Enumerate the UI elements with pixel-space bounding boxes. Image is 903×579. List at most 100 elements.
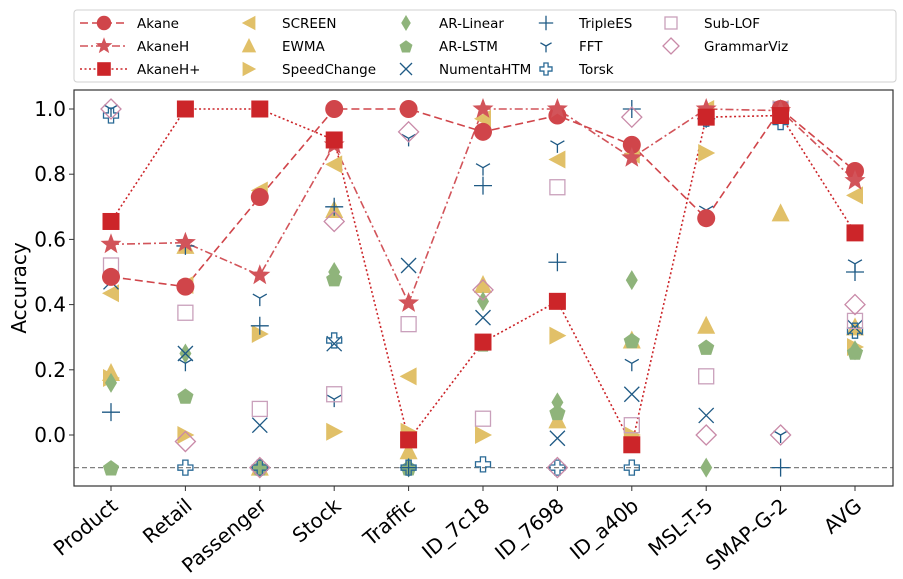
legend-marker: [242, 61, 257, 77]
data-point: [474, 410, 492, 427]
data-point-stroke: [399, 458, 418, 477]
data-point: [400, 459, 417, 476]
data-point: [771, 203, 790, 222]
data-point: [248, 456, 271, 479]
y-axis-label: Accuracy: [7, 242, 31, 333]
data-point: [102, 460, 120, 476]
data-point-stroke: [624, 358, 640, 372]
data-point: [623, 333, 640, 349]
data-point: [102, 267, 120, 286]
legend-label: AR-LSTM: [439, 39, 498, 55]
data-point: [622, 100, 641, 118]
data-point-stroke: [103, 104, 119, 117]
data-point: [624, 358, 640, 372]
legend-marker-stroke: [540, 42, 552, 53]
y-tick-label: 0.8: [34, 162, 66, 186]
legend-marker: [538, 15, 554, 31]
data-point: [326, 271, 343, 287]
data-point-stroke: [847, 259, 863, 272]
legend-item: Torsk: [539, 62, 614, 78]
data-point: [325, 131, 343, 149]
series-speedchange: [103, 100, 864, 444]
data-point: [844, 293, 866, 316]
data-point: [326, 394, 342, 408]
legend-item: GrammarViz: [662, 37, 788, 55]
data-point-stroke: [252, 293, 268, 307]
x-tick-label: SMAP-G-2: [701, 493, 792, 575]
data-point: [771, 458, 790, 477]
data-point: [769, 424, 792, 446]
data-point: [174, 430, 197, 453]
data-point-stroke: [326, 394, 342, 408]
data-point-stroke: [400, 257, 417, 274]
series-sub-lof: [102, 100, 864, 434]
data-point-stroke: [771, 458, 790, 477]
legend-label: FFT: [579, 39, 603, 55]
data-point: [846, 317, 864, 336]
y-tick-label: 0.2: [34, 358, 66, 382]
data-point: [252, 293, 268, 307]
data-point: [700, 457, 713, 478]
legend-box: [73, 9, 897, 83]
legend-marker: [95, 37, 113, 54]
data-point-stroke: [550, 140, 565, 153]
data-point: [176, 277, 195, 296]
data-point-stroke: [549, 430, 566, 447]
data-point: [250, 188, 269, 207]
data-point: [475, 309, 491, 326]
data-point: [103, 104, 119, 117]
legend-label: AkaneH: [137, 39, 189, 55]
data-point: [546, 98, 568, 118]
legend-marker: [540, 42, 552, 53]
data-point: [846, 224, 864, 242]
data-point-stroke: [250, 316, 269, 335]
legend-item: Akane: [80, 15, 179, 32]
data-point: [549, 404, 566, 421]
data-point: [622, 135, 641, 154]
legend: Akane AkaneH AkaneH+ SCREEN EWMA SpeedChange A…: [73, 9, 897, 83]
data-point: [773, 430, 788, 443]
legend-label: SpeedChange: [282, 62, 376, 78]
data-point: [548, 292, 566, 310]
legend-label: TripleES: [578, 16, 632, 32]
data-point: [177, 388, 194, 404]
data-point: [625, 270, 638, 291]
data-point: [400, 257, 417, 274]
legend-marker: [662, 37, 680, 55]
data-point-stroke: [475, 309, 491, 326]
legend-item: SpeedChange: [242, 61, 376, 78]
data-point: [697, 315, 716, 334]
data-point: [623, 436, 641, 454]
data-point: [251, 417, 268, 434]
data-point: [174, 231, 196, 252]
legend-item: AkaneH: [80, 37, 189, 55]
data-point-stroke: [102, 403, 120, 422]
legend-marker: [241, 15, 256, 31]
data-point: [472, 279, 494, 301]
data-point: [326, 335, 343, 352]
data-point-stroke: [177, 345, 194, 362]
data-point: [176, 100, 194, 118]
data-point: [325, 100, 344, 118]
data-point-stroke: [251, 417, 268, 434]
x-tick-label: MSL-T-5: [643, 493, 717, 561]
x-tick-label: ID_7c18: [417, 493, 494, 563]
data-point: [177, 459, 194, 476]
data-point: [177, 304, 194, 321]
legend-marker-stroke: [399, 62, 413, 76]
series-akane: [102, 100, 864, 296]
legend-marker-stroke: [538, 15, 554, 31]
data-point: [472, 98, 494, 118]
data-point: [399, 441, 418, 460]
legend-label: GrammarViz: [704, 39, 788, 55]
data-point: [474, 275, 492, 294]
legend-label: SCREEN: [282, 16, 337, 32]
data-point: [620, 106, 643, 129]
data-point: [772, 107, 790, 125]
data-point: [846, 186, 863, 205]
series-grammarviz: [100, 98, 866, 479]
data-point: [400, 316, 417, 333]
data-point-stroke: [623, 386, 640, 403]
